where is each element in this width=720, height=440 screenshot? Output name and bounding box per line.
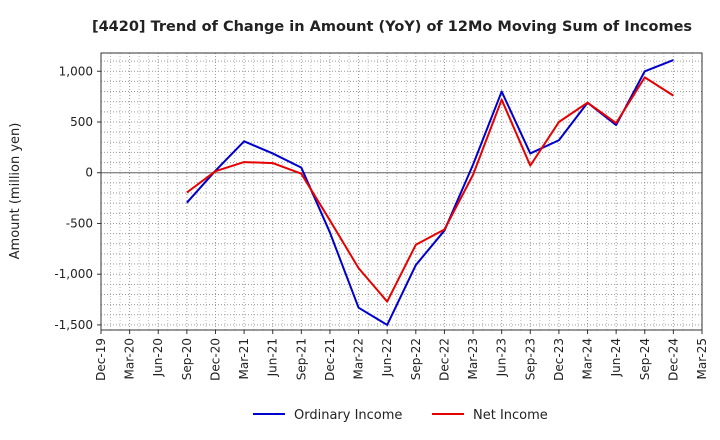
x-tick-label: Dec-20 bbox=[208, 338, 222, 381]
chart-title: [4420] Trend of Change in Amount (YoY) o… bbox=[92, 19, 692, 35]
plot-frame bbox=[100, 52, 703, 331]
x-tick-label: Mar-23 bbox=[466, 338, 480, 379]
legend-label: Ordinary Income bbox=[294, 408, 402, 423]
x-tick-label: Dec-23 bbox=[552, 338, 566, 381]
series-lines bbox=[186, 59, 674, 326]
x-tick-label: Dec-21 bbox=[323, 338, 337, 381]
x-tick-label: Dec-19 bbox=[94, 338, 108, 381]
x-tick-label: Jun-24 bbox=[609, 338, 623, 377]
x-tick-label: Mar-24 bbox=[581, 338, 595, 379]
y-tick-label: 500 bbox=[70, 115, 93, 129]
x-tick-label: Sep-22 bbox=[409, 338, 423, 380]
x-tick-label: Jun-20 bbox=[151, 338, 165, 377]
x-tick-label: Jun-23 bbox=[495, 338, 509, 377]
y-tick-label: -1,500 bbox=[54, 318, 93, 332]
x-tick-labels: Dec-19 Mar-20 Jun-20 Sep-20 Dec-20 Mar-21 Jun-… bbox=[94, 330, 709, 381]
legend: Ordinary Income Net Income bbox=[253, 408, 548, 423]
x-tick-label: Sep-20 bbox=[180, 338, 194, 380]
y-tick-label: 1,000 bbox=[59, 64, 93, 78]
y-tick-label: -500 bbox=[66, 216, 93, 230]
legend-label: Net Income bbox=[473, 408, 548, 423]
y-tick-label: -1,000 bbox=[54, 267, 93, 281]
x-tick-label: Mar-20 bbox=[123, 338, 137, 379]
x-tick-label: Sep-21 bbox=[294, 338, 308, 380]
series-line-ordinary-income bbox=[186, 59, 674, 326]
x-tick-label: Jun-22 bbox=[380, 338, 394, 377]
x-tick-label: Jun-21 bbox=[266, 338, 280, 377]
x-tick-label: Mar-25 bbox=[695, 338, 709, 379]
x-tick-label: Sep-23 bbox=[523, 338, 537, 380]
y-tick-labels: 1,000 500 0 -500 -1,000 -1,500 bbox=[54, 64, 101, 332]
x-tick-label: Sep-24 bbox=[638, 338, 652, 380]
x-tick-label: Dec-24 bbox=[666, 338, 680, 381]
x-tick-label: Mar-22 bbox=[352, 338, 366, 379]
series-line-net-income bbox=[186, 76, 674, 303]
x-tick-label: Mar-21 bbox=[237, 338, 251, 379]
y-tick-label: 0 bbox=[85, 166, 93, 180]
x-tick-label: Dec-22 bbox=[437, 338, 451, 381]
y-axis-label: Amount (million yen) bbox=[8, 123, 23, 260]
grid-lines bbox=[100, 53, 703, 330]
